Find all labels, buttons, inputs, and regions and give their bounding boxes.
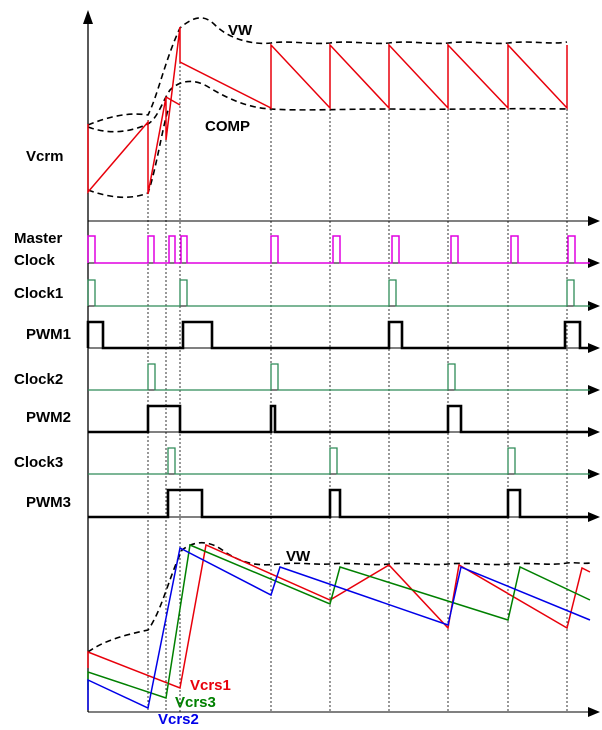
label-comp: COMP xyxy=(205,118,250,135)
label-vcrs2: Vcrs2 xyxy=(158,711,199,728)
label-vw-bottom: VW xyxy=(286,548,311,565)
label-clock1: Clock1 xyxy=(14,285,63,302)
label-pwm1: PWM1 xyxy=(26,326,71,343)
vw-envelope-top xyxy=(87,17,568,126)
label-pwm2: PWM2 xyxy=(26,409,71,426)
vw-envelope-bottom xyxy=(87,541,591,653)
label-master-clock-2: Clock xyxy=(14,252,56,269)
label-clock2: Clock2 xyxy=(14,371,63,388)
comp-envelope xyxy=(87,80,568,133)
vcrs3-waveform xyxy=(87,543,591,699)
label-pwm3: PWM3 xyxy=(26,494,71,511)
pwm3-waveform xyxy=(88,488,590,519)
clock1-waveform xyxy=(87,279,590,307)
clock2-waveform xyxy=(88,363,590,391)
clock3-waveform xyxy=(88,447,590,475)
vcrs1-waveform xyxy=(87,543,591,690)
label-master-clock-1: Master xyxy=(14,230,63,247)
vcrm-waveform xyxy=(87,26,568,195)
label-vcrm: Vcrm xyxy=(26,148,64,165)
vcrs2-waveform xyxy=(87,546,591,710)
vcrm-transition xyxy=(165,96,181,106)
label-clock3: Clock3 xyxy=(14,454,63,471)
label-vcrs3: Vcrs3 xyxy=(175,694,216,711)
baseline-arrows xyxy=(588,216,600,717)
pwm2-waveform xyxy=(88,404,590,434)
label-vcrs1: Vcrs1 xyxy=(190,677,231,694)
label-vw-top: VW xyxy=(228,22,253,39)
pwm1-waveform xyxy=(86,320,590,350)
master-clock-waveform xyxy=(87,235,590,264)
y-axis-arrow xyxy=(83,10,93,24)
